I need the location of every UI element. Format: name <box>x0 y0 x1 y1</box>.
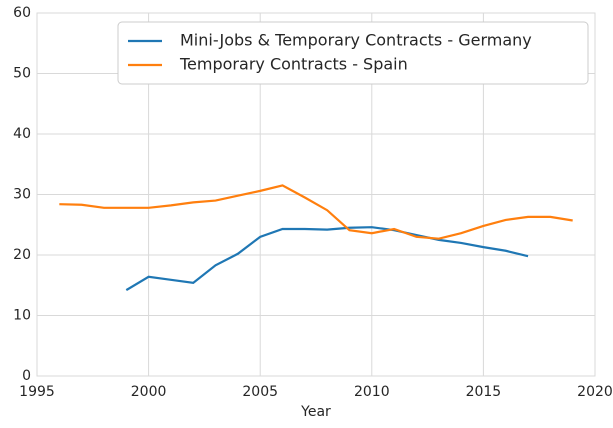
y-tick-label: 0 <box>22 368 31 384</box>
y-tick-label: 60 <box>13 5 31 21</box>
legend: Mini-Jobs & Temporary Contracts - German… <box>117 21 589 85</box>
legend-box <box>117 21 589 85</box>
x-tick-label: 2015 <box>466 384 502 400</box>
x-tick-label: 2020 <box>577 384 613 400</box>
x-tick-label: 2000 <box>131 384 167 400</box>
y-tick-label: 40 <box>13 126 31 142</box>
legend-label: Mini-Jobs & Temporary Contracts - German… <box>180 31 532 50</box>
x-tick-label: 2010 <box>354 384 390 400</box>
y-tick-label: 20 <box>13 247 31 263</box>
y-tick-label: 30 <box>13 187 31 203</box>
x-tick-label: 1995 <box>19 384 55 400</box>
line <box>125 226 529 292</box>
x-axis-label: Year <box>300 404 331 420</box>
y-tick-label: 10 <box>13 308 31 324</box>
y-tick-label: 50 <box>13 66 31 82</box>
line <box>59 184 573 240</box>
legend-label: Temporary Contracts - Spain <box>179 55 408 74</box>
x-tick-label: 2005 <box>242 384 278 400</box>
plot-frame <box>36 12 596 377</box>
